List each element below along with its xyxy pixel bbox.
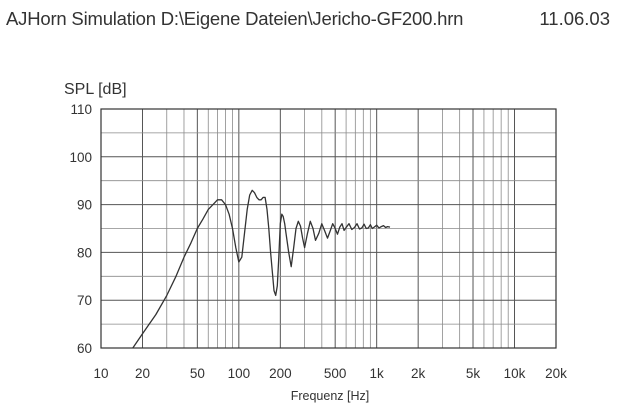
y-tick-label: 100 bbox=[69, 150, 92, 165]
x-tick-label: 500 bbox=[324, 366, 347, 381]
x-tick-label: 100 bbox=[228, 366, 251, 381]
spl-series-line bbox=[132, 189, 391, 349]
tick-labels: 10 20 50 100 200 500 1k 2k 5k 10k 20k 60 70 80 90 100 11… bbox=[69, 102, 567, 381]
x-tick-label: 20 bbox=[135, 366, 150, 381]
chart-grid bbox=[100, 108, 557, 349]
x-tick-label: 20k bbox=[545, 366, 567, 381]
y-tick-label: 110 bbox=[70, 102, 92, 117]
y-axis-title: SPL [dB] bbox=[64, 81, 127, 98]
x-axis-title: Frequenz [Hz] bbox=[291, 389, 370, 403]
chart-header: AJHorn Simulation D:\Eigene Dateien\Jeri… bbox=[6, 8, 616, 36]
x-tick-label: 200 bbox=[269, 366, 292, 381]
plot-frame bbox=[100, 108, 557, 349]
simulation-date: 11.06.03 bbox=[539, 8, 610, 29]
y-tick-label: 80 bbox=[77, 245, 92, 260]
x-tick-label: 10k bbox=[504, 366, 526, 381]
y-tick-label: 70 bbox=[77, 293, 92, 308]
series-layer bbox=[132, 189, 391, 349]
plot-border bbox=[100, 108, 557, 349]
x-tick-label: 10 bbox=[93, 366, 108, 381]
y-tick-label: 60 bbox=[77, 341, 92, 356]
x-tick-label: 2k bbox=[411, 366, 426, 381]
x-tick-label: 5k bbox=[466, 366, 481, 381]
x-tick-label: 50 bbox=[190, 366, 205, 381]
x-tick-label: 1k bbox=[370, 366, 385, 381]
simulation-title: AJHorn Simulation D:\Eigene Dateien\Jeri… bbox=[6, 8, 464, 29]
y-tick-label: 90 bbox=[77, 198, 92, 213]
